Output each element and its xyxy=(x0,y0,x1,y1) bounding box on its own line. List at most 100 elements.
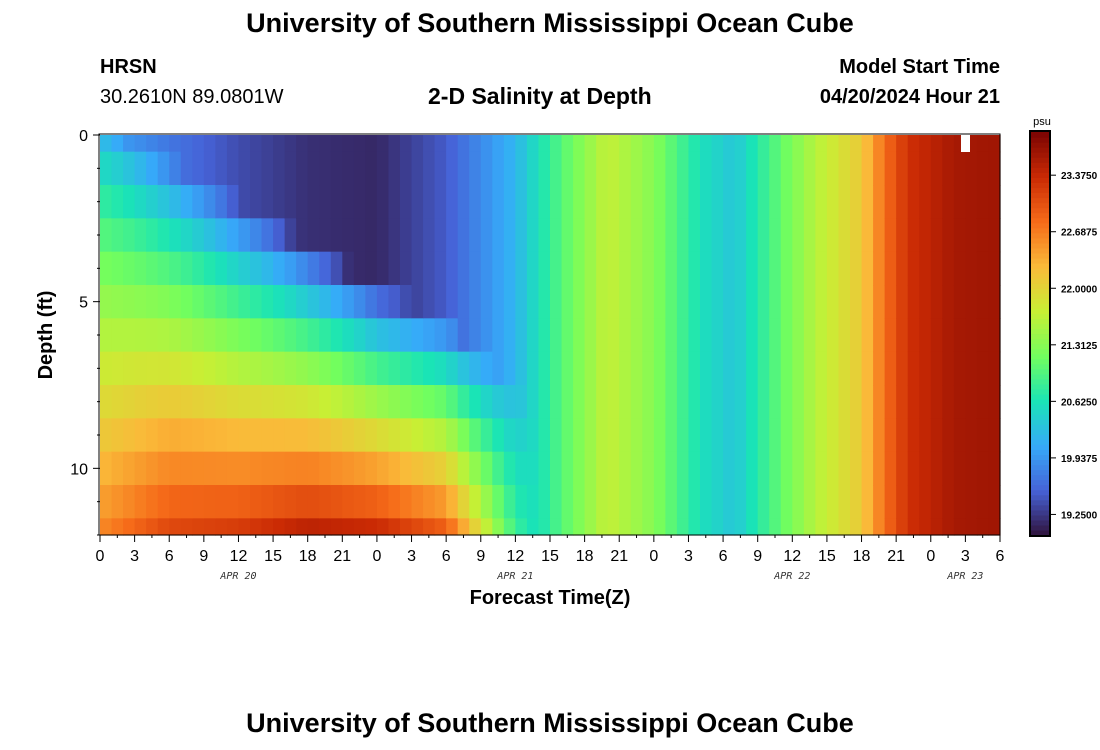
heatmap-cell xyxy=(953,518,966,536)
heatmap-cell xyxy=(780,485,793,519)
heatmap-cell xyxy=(734,218,747,253)
heatmap-cell xyxy=(480,285,493,319)
heatmap-cell xyxy=(134,418,147,453)
heatmap-cell xyxy=(134,385,147,419)
heatmap-cell xyxy=(457,385,470,419)
heatmap-cell xyxy=(307,318,320,353)
heatmap-cell xyxy=(711,351,724,386)
heatmap-cell xyxy=(769,418,782,453)
heatmap-cell xyxy=(376,318,390,353)
heatmap-cell xyxy=(388,285,401,319)
heatmap-cell xyxy=(342,385,355,419)
colorbar-cell xyxy=(1031,197,1049,204)
heatmap-cell xyxy=(723,451,736,486)
heatmap-cell xyxy=(492,185,505,219)
heatmap-cell xyxy=(169,418,182,453)
heatmap-cell xyxy=(423,451,436,486)
heatmap-cell xyxy=(746,251,759,286)
heatmap-cell xyxy=(203,135,216,153)
heatmap-cell xyxy=(330,251,343,286)
heatmap-cell xyxy=(273,251,286,286)
heatmap-cell xyxy=(123,385,136,419)
heatmap-cell xyxy=(746,518,759,536)
heatmap-cell xyxy=(100,518,113,536)
heatmap-cell xyxy=(296,418,309,453)
heatmap-cell xyxy=(446,485,459,519)
heatmap-cell xyxy=(688,451,701,486)
colorbar-cell xyxy=(1031,338,1049,345)
heatmap-cell xyxy=(584,318,597,353)
heatmap-cell xyxy=(700,151,713,186)
heatmap-cell xyxy=(423,418,436,453)
heatmap-cell xyxy=(550,485,563,519)
heatmap-cell xyxy=(226,385,240,419)
heatmap-cell xyxy=(619,251,632,286)
heatmap-cell xyxy=(573,318,586,353)
heatmap-cell xyxy=(434,318,447,353)
heatmap-cell xyxy=(850,251,863,286)
heatmap-cell xyxy=(665,351,678,386)
heatmap-cell xyxy=(411,385,424,419)
heatmap-cell xyxy=(746,385,759,419)
heatmap-cell xyxy=(515,218,528,253)
heatmap-cell xyxy=(815,185,828,219)
heatmap-cell xyxy=(342,151,355,186)
heatmap-cell xyxy=(607,485,620,519)
heatmap-cell xyxy=(746,285,759,319)
station-name: HRSN xyxy=(100,56,157,78)
heatmap-cell xyxy=(330,451,343,486)
heatmap-cell xyxy=(953,185,966,219)
heatmap-cell xyxy=(376,485,390,519)
heatmap-cell xyxy=(711,185,724,219)
heatmap-cell xyxy=(169,485,182,519)
heatmap-cell xyxy=(919,251,932,286)
heatmap-cell xyxy=(515,351,528,386)
heatmap-cell xyxy=(561,385,574,419)
colorbar-cell xyxy=(1031,358,1049,365)
heatmap-cell xyxy=(400,418,413,453)
heatmap-cell xyxy=(446,518,459,536)
heatmap-cell xyxy=(100,218,113,253)
heatmap-cell xyxy=(584,135,597,153)
heatmap-cell xyxy=(861,251,874,286)
heatmap-cell xyxy=(353,135,366,153)
heatmap-cell xyxy=(388,135,401,153)
heatmap-cell xyxy=(919,451,932,486)
x-tick-label: 15 xyxy=(818,548,836,565)
heatmap-cell xyxy=(792,185,805,219)
heatmap-cell xyxy=(365,135,378,153)
x-tick-label: 0 xyxy=(649,548,658,565)
colorbar-cell xyxy=(1031,373,1049,380)
heatmap-cell xyxy=(180,385,193,419)
heatmap-cell xyxy=(838,385,851,419)
heatmap-cell xyxy=(803,151,816,186)
x-tick-label: 12 xyxy=(783,548,801,565)
heatmap-cell xyxy=(157,351,170,386)
heatmap-cell xyxy=(538,485,551,519)
heatmap-cell xyxy=(896,351,909,386)
heatmap-cell xyxy=(919,418,932,453)
heatmap-cell xyxy=(261,351,274,386)
heatmap-cell xyxy=(250,285,263,319)
heatmap-cell xyxy=(376,151,390,186)
heatmap-cell xyxy=(215,218,228,253)
heatmap-cell xyxy=(203,285,216,319)
heatmap-cell xyxy=(757,351,770,386)
heatmap-cell xyxy=(723,185,736,219)
heatmap-cell xyxy=(434,135,447,153)
heatmap-cell xyxy=(538,135,551,153)
heatmap-cell xyxy=(423,218,436,253)
heatmap-cell xyxy=(180,485,193,519)
heatmap-cell xyxy=(792,351,805,386)
heatmap-cell xyxy=(296,135,309,153)
heatmap-cell xyxy=(584,285,597,319)
heatmap-cell xyxy=(342,185,355,219)
heatmap-cell xyxy=(815,518,828,536)
heatmap-cell xyxy=(434,285,447,319)
heatmap-cell xyxy=(365,285,378,319)
heatmap-cell xyxy=(780,285,793,319)
heatmap-cell xyxy=(134,485,147,519)
heatmap-cell xyxy=(584,418,597,453)
heatmap-cell xyxy=(319,385,332,419)
heatmap-cell xyxy=(434,385,447,419)
